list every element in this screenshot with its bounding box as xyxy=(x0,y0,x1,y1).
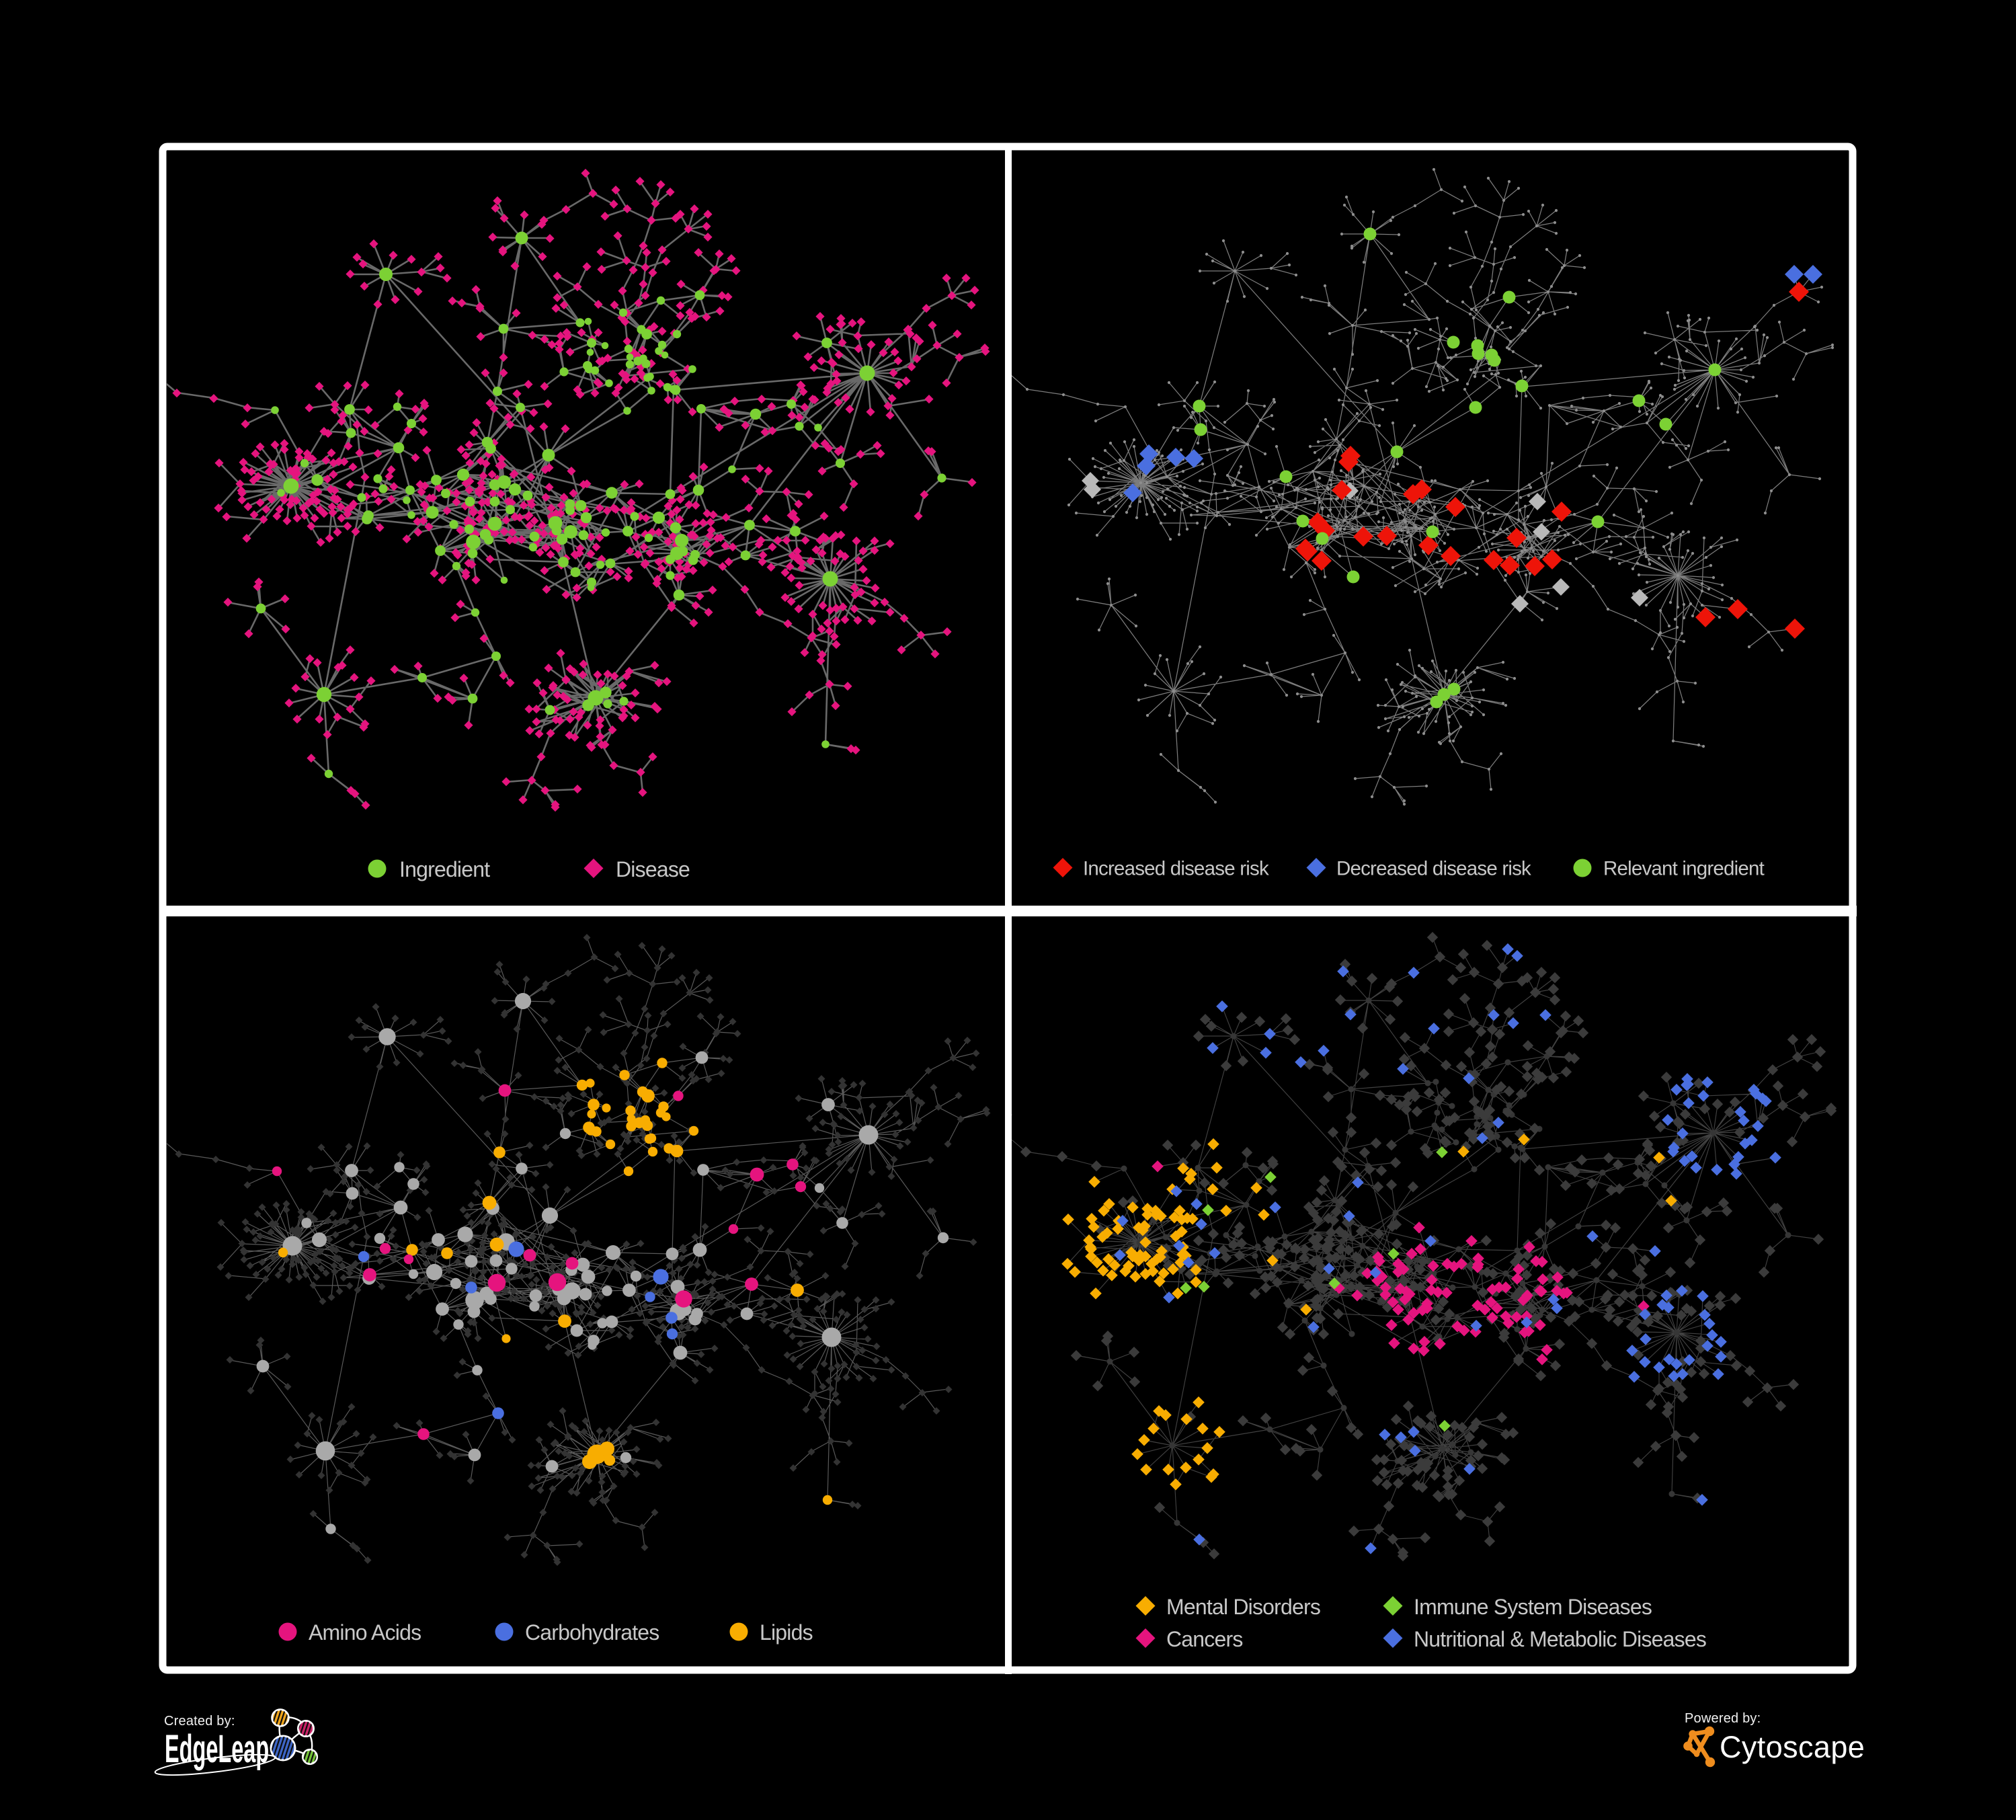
svg-text:Created by:: Created by: xyxy=(164,1714,235,1729)
svg-text:Immune System Diseases: Immune System Diseases xyxy=(1414,1595,1652,1619)
svg-text:Amino Acids: Amino Acids xyxy=(309,1620,421,1645)
svg-text:Decreased disease risk: Decreased disease risk xyxy=(1336,858,1531,880)
svg-text:Increased disease risk: Increased disease risk xyxy=(1083,858,1269,880)
svg-text:Carbohydrates: Carbohydrates xyxy=(525,1620,659,1645)
svg-text:Cytoscape: Cytoscape xyxy=(1720,1730,1865,1764)
svg-text:Ingredient: Ingredient xyxy=(399,857,490,881)
svg-text:Mental Disorders: Mental Disorders xyxy=(1166,1595,1320,1619)
svg-text:Powered by:: Powered by: xyxy=(1685,1711,1761,1726)
svg-text:Disease: Disease xyxy=(616,857,690,881)
svg-text:Relevant ingredient: Relevant ingredient xyxy=(1603,858,1765,880)
svg-text:Nutritional & Metabolic Diseas: Nutritional & Metabolic Diseases xyxy=(1414,1627,1706,1651)
svg-text:Lipids: Lipids xyxy=(760,1620,813,1645)
svg-text:Cancers: Cancers xyxy=(1166,1627,1243,1651)
